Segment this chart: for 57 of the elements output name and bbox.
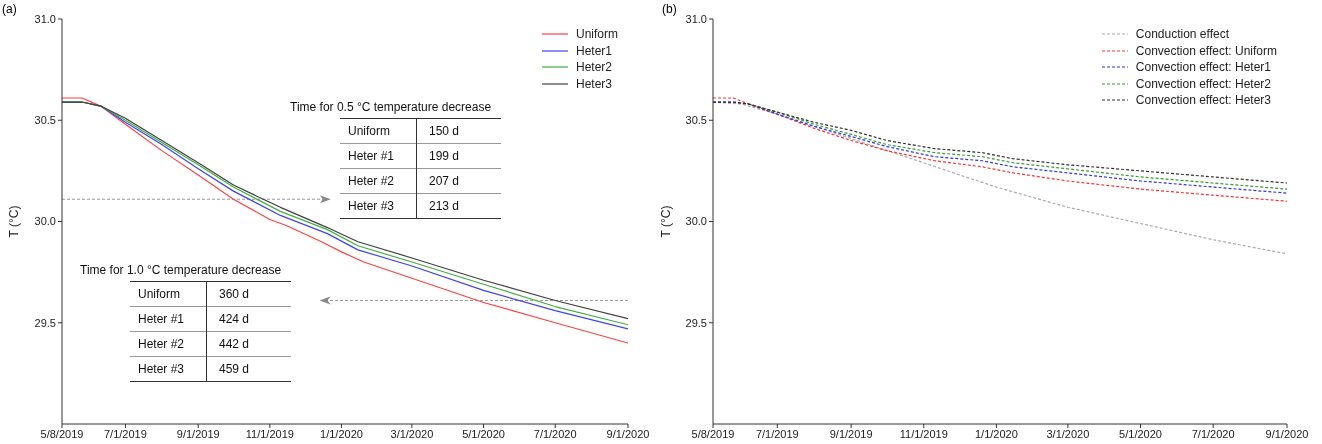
annotation: 213 d [428,198,461,215]
x-tick-label: 7/1/2019 [755,427,799,440]
x-tick-label: 9/1/2020 [1265,427,1309,440]
y-axis-title: T (°C) [7,205,22,238]
annotation: 424 d [218,311,251,328]
legend-label: Heter1 [575,42,613,59]
annotation: Heter #2 [130,331,207,357]
annotation: Uniform [130,281,207,307]
x-tick-label: 7/1/2020 [1191,427,1235,440]
x-tick-label: 7/1/2020 [533,427,577,440]
x-tick-label: 1/1/2020 [975,427,1018,440]
x-tick-label: 5/1/2020 [1119,427,1162,440]
annotation: 360 d [218,286,251,303]
x-tick-label: 5/8/2019 [40,427,84,440]
annotation: 442 d [218,336,251,353]
annotation: 150 d [428,123,461,140]
legend-label: Conduction effect [1135,26,1229,43]
y-tick-label: 30.5 [34,114,56,127]
annotation: 207 d [428,173,461,190]
x-tick-label: 3/1/2020 [390,427,434,440]
annotation: Heter #3 [340,193,417,219]
x-tick-label: 3/1/2020 [1046,427,1090,440]
y-tick-label: 31.0 [34,12,56,25]
x-tick-label: 11/1/2019 [245,427,294,440]
chart-title: (b) [662,2,677,16]
y-tick-label: 30.0 [685,215,707,228]
x-tick-label: 11/1/2019 [899,427,948,440]
x-tick-label: 9/1/2020 [606,427,650,440]
legend-label: Convection effect: Uniform [1135,42,1277,59]
annotation: 459 d [218,361,251,378]
legend-label: Convection effect: Heter2 [1135,75,1271,92]
x-tick-label: 1/1/2020 [320,427,363,440]
annotation: Time for 0.5 °C temperature decrease [290,100,493,114]
annotation: Heter #1 [340,143,417,169]
x-tick-label: 9/1/2019 [176,427,220,440]
annotation: Heter #2 [340,168,417,194]
chart-title: (a) [2,2,17,16]
y-tick-label: 29.5 [685,316,707,329]
legend-label: Heter3 [575,75,613,92]
x-tick-label: 5/1/2020 [462,427,505,440]
legend-label: Convection effect: Heter3 [1135,92,1271,109]
y-tick-label: 29.5 [34,316,56,329]
y-tick-label: 30.5 [685,114,707,127]
x-tick-label: 7/1/2019 [104,427,147,440]
y-tick-label: 30.0 [34,215,56,228]
annotation: Heter #1 [130,306,207,332]
annotation: Uniform [340,118,417,144]
y-axis-title: T (°C) [659,205,674,238]
legend-label: Convection effect: Heter1 [1135,59,1271,76]
legend-label: Uniform [575,26,618,43]
annotation: Time for 1.0 °C temperature decrease [80,263,283,277]
x-tick-label: 5/8/2019 [691,427,735,440]
y-tick-label: 31.0 [685,12,707,25]
legend-label: Heter2 [575,59,613,76]
x-tick-label: 9/1/2019 [829,427,873,440]
annotation: 199 d [428,148,461,165]
annotation: Heter #3 [130,356,207,382]
